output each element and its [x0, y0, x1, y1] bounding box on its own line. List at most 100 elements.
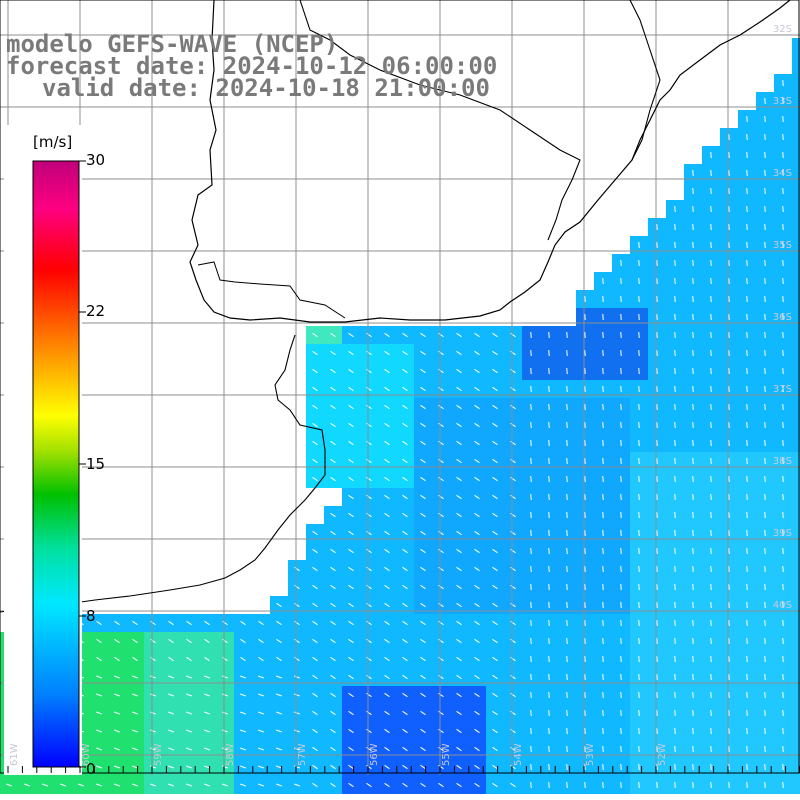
- wind-arrow: [692, 403, 694, 411]
- wind-cell: [792, 128, 800, 146]
- wind-arrow: [348, 548, 354, 554]
- wind-arrow: [566, 655, 568, 663]
- wind-arrow: [474, 404, 480, 410]
- wind-arrow: [602, 745, 604, 753]
- wind-arrow: [330, 620, 336, 626]
- wind-arrow: [312, 530, 318, 536]
- wind-arrow: [294, 747, 300, 751]
- wind-arrow: [782, 385, 784, 393]
- wind-arrow: [656, 367, 658, 375]
- wind-arrow: [746, 331, 748, 339]
- wind-arrow: [584, 385, 586, 393]
- wind-arrow: [602, 709, 604, 717]
- wind-arrow: [96, 729, 102, 733]
- wind-arrow: [456, 404, 462, 410]
- wind-arrow: [492, 458, 498, 464]
- wind-cell: [792, 200, 800, 218]
- wind-arrow: [510, 692, 516, 698]
- wind-arrow: [728, 223, 730, 231]
- wind-arrow: [584, 331, 586, 339]
- wind-arrow: [548, 637, 550, 645]
- wind-cell: [792, 290, 800, 308]
- wind-arrow: [548, 475, 550, 483]
- wind-arrow: [456, 584, 462, 590]
- wind-arrow: [782, 673, 784, 681]
- wind-arrow: [674, 691, 676, 699]
- wind-arrow: [638, 781, 640, 789]
- wind-arrow: [692, 205, 694, 213]
- wind-arrow: [402, 512, 408, 518]
- wind-arrow: [492, 620, 498, 626]
- wind-arrow: [782, 457, 784, 465]
- wind-arrow: [366, 656, 372, 662]
- wind-arrow: [402, 584, 408, 590]
- wind-arrow: [620, 601, 622, 609]
- wind-arrow: [276, 747, 282, 751]
- wind-arrow: [312, 368, 318, 374]
- wind-arrow: [366, 458, 372, 464]
- wind-arrow: [728, 187, 730, 195]
- wind-arrow: [584, 403, 586, 411]
- wind-arrow: [510, 566, 516, 572]
- wind-arrow: [638, 277, 640, 285]
- wind-arrow: [456, 332, 462, 338]
- wind-arrow: [602, 313, 604, 321]
- wind-arrow: [548, 403, 550, 411]
- wind-arrow: [728, 691, 730, 699]
- wind-arrow: [584, 709, 586, 717]
- wind-arrow: [656, 745, 658, 753]
- wind-arrow: [602, 655, 604, 663]
- wind-arrow: [782, 331, 784, 339]
- wind-arrow: [384, 602, 390, 608]
- wind-arrow: [548, 619, 550, 627]
- wind-arrow: [692, 367, 694, 375]
- wind-arrow: [674, 367, 676, 375]
- wind-arrow: [620, 295, 622, 303]
- wind-arrow: [566, 511, 568, 519]
- wind-arrow: [674, 583, 676, 591]
- wind-arrow: [728, 367, 730, 375]
- wind-arrow: [782, 493, 784, 501]
- wind-arrow: [764, 655, 766, 663]
- wind-arrow: [348, 584, 354, 590]
- wind-arrow: [510, 440, 516, 446]
- wind-cell: [792, 596, 800, 614]
- wind-arrow: [510, 548, 516, 554]
- wind-arrow: [492, 404, 498, 410]
- wind-arrow: [638, 601, 640, 609]
- wind-arrow: [548, 421, 550, 429]
- wind-arrow: [656, 727, 658, 735]
- wind-arrow: [782, 619, 784, 627]
- wind-arrow: [584, 439, 586, 447]
- wind-arrow: [474, 692, 480, 698]
- wind-arrow: [132, 620, 138, 626]
- wind-arrow: [710, 151, 712, 159]
- wind-arrow: [402, 602, 408, 608]
- wind-arrow: [348, 404, 354, 410]
- wind-arrow: [764, 547, 766, 555]
- wind-arrow: [312, 728, 318, 734]
- wind-arrow: [438, 530, 444, 536]
- wind-arrow: [728, 313, 730, 321]
- wind-arrow: [746, 709, 748, 717]
- wind-arrow: [746, 565, 748, 573]
- wind-arrow: [276, 638, 282, 644]
- wind-arrow: [168, 747, 174, 751]
- wind-arrow: [764, 475, 766, 483]
- wind-arrow: [728, 655, 730, 663]
- wind-arrow: [366, 728, 372, 734]
- wind-arrow: [710, 367, 712, 375]
- wind-arrow: [602, 727, 604, 735]
- wind-arrow: [420, 332, 426, 338]
- wind-arrow: [656, 421, 658, 429]
- wind-arrow: [492, 548, 498, 554]
- wind-arrow: [222, 783, 228, 787]
- wind-arrow: [656, 637, 658, 645]
- wind-arrow: [420, 584, 426, 590]
- wind-arrow: [692, 511, 694, 519]
- wind-arrow: [566, 547, 568, 555]
- wind-arrow: [384, 512, 390, 518]
- wind-arrow: [114, 693, 120, 697]
- wind-arrow: [492, 746, 498, 752]
